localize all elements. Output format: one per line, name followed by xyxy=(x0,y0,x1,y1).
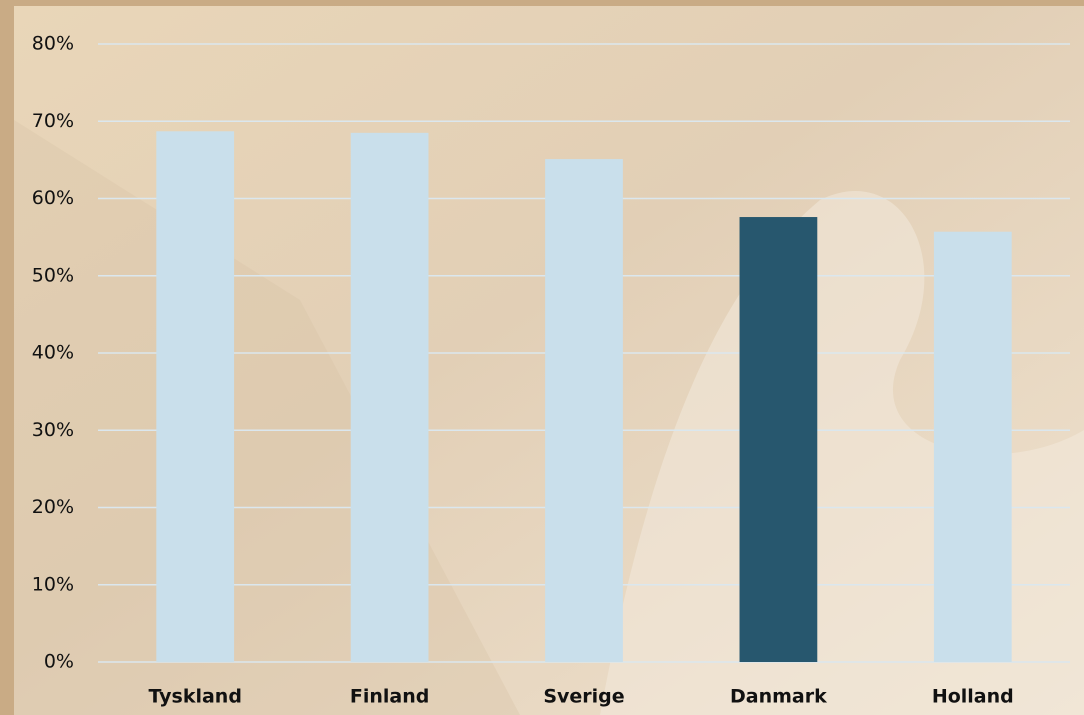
y-tick-label: 10% xyxy=(32,573,74,595)
y-tick-label: 50% xyxy=(32,264,74,286)
y-tick-label: 30% xyxy=(32,419,74,441)
y-tick-label: 40% xyxy=(32,342,74,364)
bar xyxy=(156,131,235,663)
x-tick-label: Finland xyxy=(350,686,429,708)
x-tick-label: Tyskland xyxy=(148,686,242,708)
bar xyxy=(933,231,1012,662)
x-tick-label: Sverige xyxy=(543,686,624,708)
bar xyxy=(739,217,818,663)
x-tick-label: Holland xyxy=(932,686,1014,708)
y-tick-label: 70% xyxy=(32,110,74,132)
y-tick-label: 60% xyxy=(32,187,74,209)
bar xyxy=(350,132,429,662)
y-tick-label: 0% xyxy=(44,651,74,673)
bar xyxy=(545,159,623,663)
y-tick-label: 80% xyxy=(32,33,74,55)
y-tick-label: 20% xyxy=(32,496,74,518)
x-tick-label: Danmark xyxy=(730,686,827,708)
